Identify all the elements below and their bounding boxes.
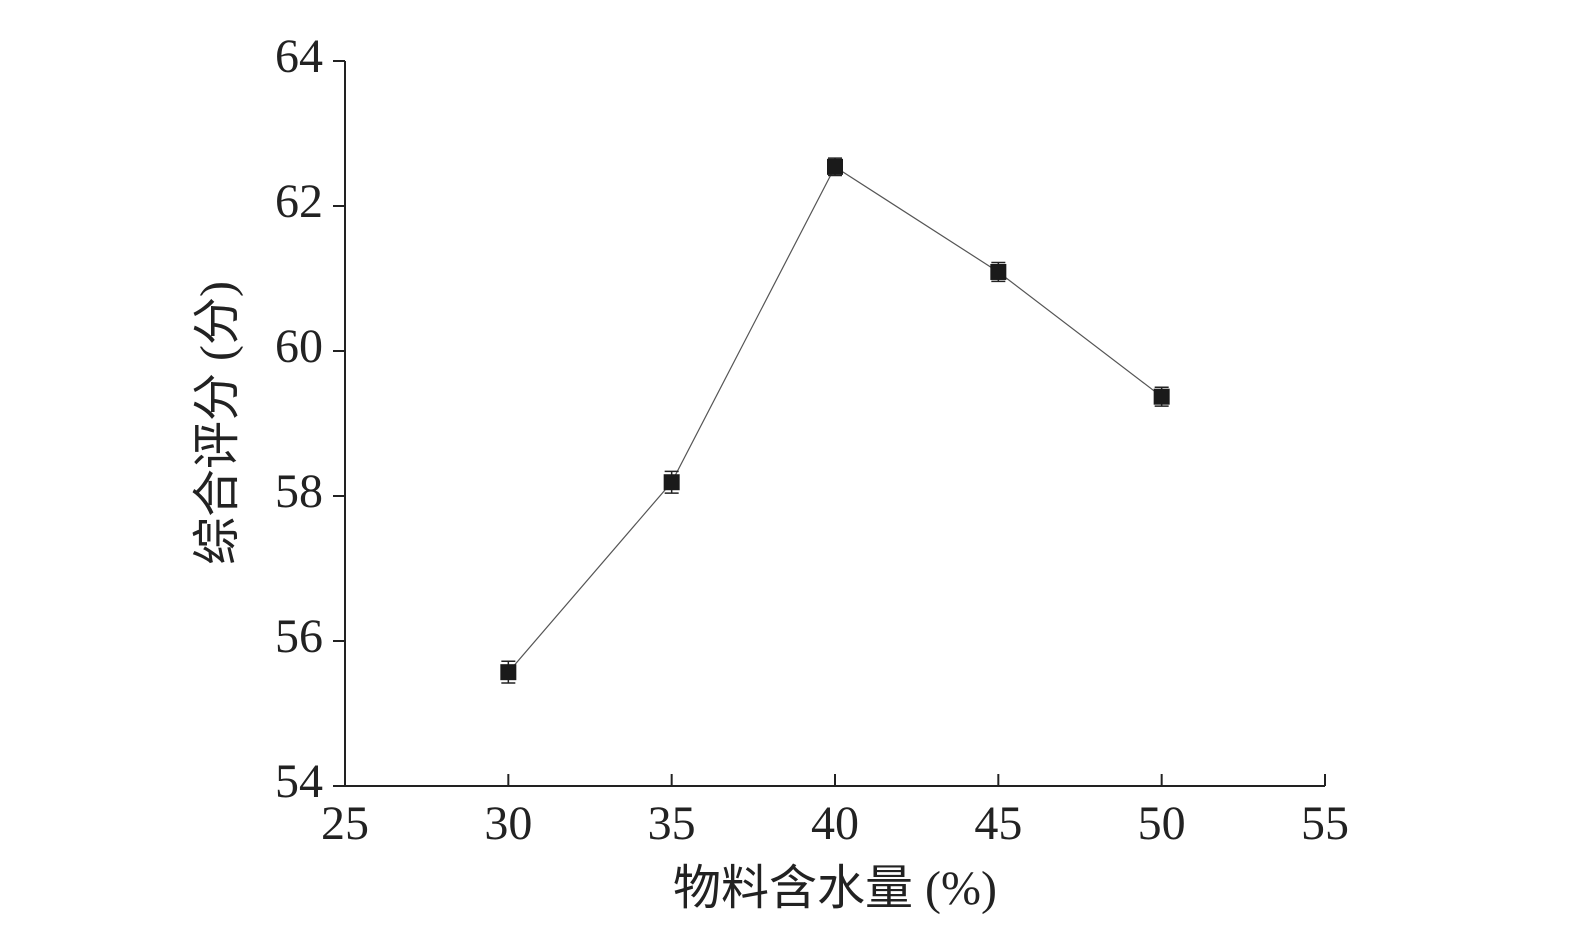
- marker: [500, 664, 517, 681]
- marker: [663, 474, 680, 491]
- x-tick-label: 55: [1301, 797, 1349, 850]
- x-tick-label: 35: [648, 797, 696, 850]
- y-tick-label: 54: [275, 755, 323, 808]
- y-axis-title: 综合评分 (分): [191, 281, 244, 565]
- marker: [1153, 388, 1170, 405]
- y-tick-label: 64: [275, 30, 323, 83]
- y-tick-label: 56: [275, 610, 323, 663]
- x-axis-title: 物料含水量 (%): [673, 862, 997, 915]
- marker: [827, 158, 843, 175]
- line: [507, 165, 1163, 673]
- x-tick-label: 25: [321, 797, 369, 850]
- x-tick-label: 50: [1138, 797, 1186, 850]
- x-tick-label: 30: [484, 797, 532, 850]
- x-tick-label: 45: [974, 797, 1022, 850]
- x-tick-label: 40: [811, 797, 859, 850]
- y-tick-label: 58: [275, 465, 323, 518]
- y-tick-label: 60: [275, 320, 323, 373]
- marker: [990, 263, 1007, 280]
- y-tick-label: 62: [275, 175, 323, 228]
